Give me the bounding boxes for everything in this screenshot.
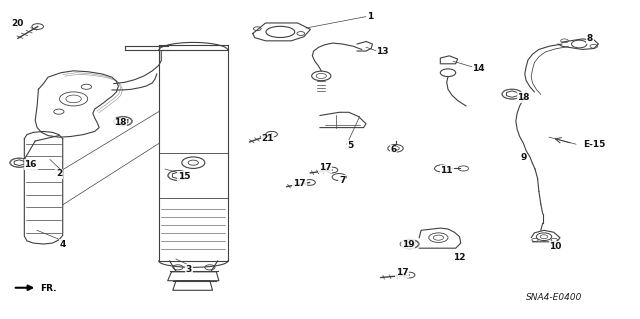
Text: 13: 13 — [376, 47, 389, 56]
Text: FR.: FR. — [40, 284, 56, 293]
Text: 2: 2 — [56, 169, 62, 178]
Text: 14: 14 — [472, 64, 485, 73]
Text: 4: 4 — [60, 240, 66, 249]
Text: 18: 18 — [114, 118, 127, 127]
Text: 21: 21 — [261, 134, 274, 143]
Text: 11: 11 — [440, 166, 453, 175]
Text: 19: 19 — [402, 240, 415, 249]
Text: 16: 16 — [24, 160, 37, 169]
Text: 17: 17 — [293, 179, 306, 188]
Text: 5: 5 — [348, 141, 354, 150]
Text: 3: 3 — [186, 265, 192, 274]
Text: 20: 20 — [12, 19, 24, 28]
Text: 8: 8 — [587, 34, 593, 43]
Text: E-15: E-15 — [583, 140, 605, 149]
Text: 12: 12 — [453, 253, 466, 262]
Text: 1: 1 — [367, 12, 373, 21]
Text: 18: 18 — [517, 93, 530, 102]
Text: 9: 9 — [520, 153, 527, 162]
Text: 17: 17 — [319, 163, 332, 172]
Text: 7: 7 — [339, 176, 346, 185]
Text: 17: 17 — [396, 268, 408, 277]
Text: 6: 6 — [390, 145, 397, 154]
Bar — [159, 50, 228, 261]
Text: SNA4-E0400: SNA4-E0400 — [526, 293, 582, 302]
Text: 10: 10 — [549, 242, 562, 251]
Text: 15: 15 — [178, 172, 191, 181]
